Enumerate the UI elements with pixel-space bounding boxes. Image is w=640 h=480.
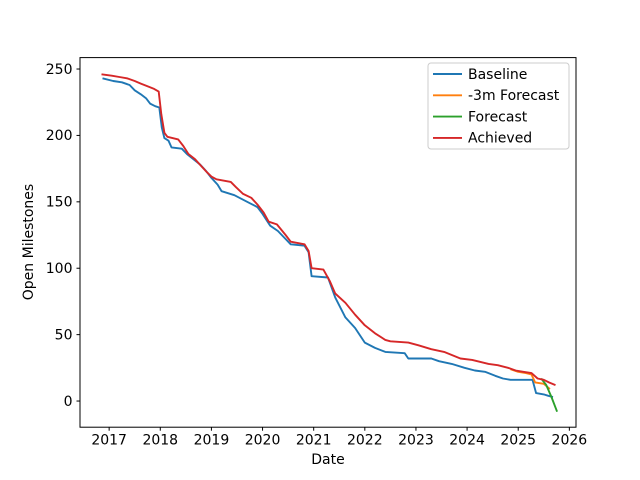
x-tick-label: 2024: [449, 433, 485, 449]
legend-label: -3m Forecast: [468, 88, 560, 104]
x-tick-label: 2025: [500, 433, 536, 449]
x-tick-label: 2020: [245, 433, 281, 449]
x-tick-label: 2022: [347, 433, 383, 449]
legend-label: Achieved: [468, 131, 532, 147]
x-axis-label: Date: [311, 452, 345, 468]
series-line-achieved: [101, 73, 556, 386]
plot-area-border: [79, 57, 577, 428]
series-line-baseline: [102, 77, 554, 399]
y-tick-label: 0: [64, 394, 73, 410]
y-tick-label: 250: [46, 62, 73, 78]
y-tick-label: 100: [46, 261, 73, 277]
legend-box: [427, 62, 570, 150]
y-tick-label: 200: [46, 128, 73, 144]
x-tick-label: 2019: [194, 433, 230, 449]
x-tick-label: 2018: [142, 433, 178, 449]
y-tick-label: 150: [46, 195, 73, 211]
legend-label: Baseline: [468, 67, 527, 83]
x-tick-label: 2026: [552, 433, 588, 449]
y-tick-label: 50: [55, 327, 73, 343]
y-axis-label: Open Milestones: [21, 183, 37, 301]
x-tick-label: 2023: [398, 433, 434, 449]
x-tick-label: 2021: [296, 433, 332, 449]
legend-label: Forecast: [468, 109, 528, 125]
series-line-forecast: [540, 377, 558, 413]
x-tick-label: 2017: [91, 433, 127, 449]
